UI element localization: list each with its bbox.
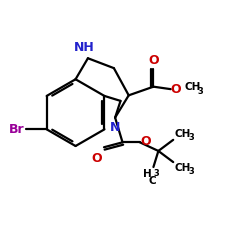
Text: O: O <box>171 83 181 96</box>
Text: CH: CH <box>174 163 191 173</box>
Text: O: O <box>91 152 102 165</box>
Text: CH: CH <box>184 82 201 92</box>
Text: 3: 3 <box>188 167 194 176</box>
Text: H: H <box>144 169 152 179</box>
Text: N: N <box>110 121 120 134</box>
Text: 3: 3 <box>188 133 194 142</box>
Text: NH: NH <box>74 41 94 54</box>
Text: CH: CH <box>174 128 191 138</box>
Text: O: O <box>140 134 151 147</box>
Text: Br: Br <box>9 123 24 136</box>
Text: 3: 3 <box>154 169 159 178</box>
Text: C: C <box>148 176 156 186</box>
Text: 3: 3 <box>198 87 204 96</box>
Text: O: O <box>148 54 159 67</box>
